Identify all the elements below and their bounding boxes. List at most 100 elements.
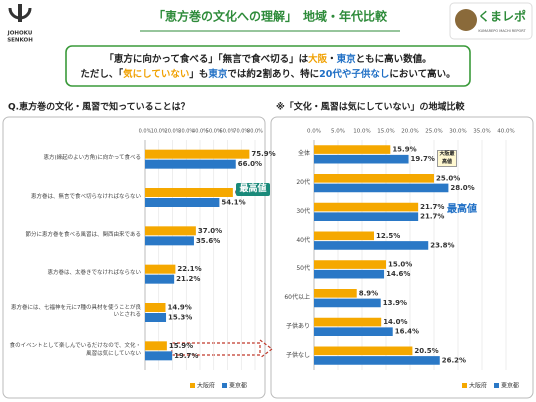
bar xyxy=(314,356,440,365)
value-label: 13.9% xyxy=(383,299,407,307)
arrow-head xyxy=(259,339,273,359)
category-label: 30代 xyxy=(296,207,310,215)
annotation-box: 最高値 xyxy=(236,183,270,196)
bar xyxy=(145,149,250,159)
annotation-box: 大阪最高値 xyxy=(437,150,457,167)
bar xyxy=(314,183,449,193)
category-label-box: 子供あり xyxy=(286,323,310,330)
legend-swatch xyxy=(494,383,499,388)
value-label: 15.9% xyxy=(169,342,193,350)
value-label: 20.5% xyxy=(414,347,438,355)
x-tick-label: 40.0% xyxy=(497,129,514,135)
logo-text: SENKOH xyxy=(7,38,33,44)
value-label: 35.6% xyxy=(196,237,220,245)
category-label-box: 30代 xyxy=(296,207,310,215)
value-label: 21.7% xyxy=(420,203,444,211)
bar xyxy=(145,351,173,361)
value-label: 14.0% xyxy=(383,318,407,326)
logo-left: JOHOKU SENKOH xyxy=(7,4,33,44)
category-label-box: 全体 xyxy=(297,150,310,158)
category-label: 恵方巻には、七福神を元に7種の具材を使うことが良いとされる xyxy=(10,305,141,319)
bar xyxy=(145,274,175,284)
bar xyxy=(314,231,374,241)
legend-swatch xyxy=(190,383,195,388)
bar xyxy=(314,260,386,269)
summary-segment: 東京 xyxy=(336,53,357,65)
x-tick-label: 25.0% xyxy=(425,129,442,135)
category-label-box: 恵方巻は、無言で食べ切らなければならない xyxy=(31,194,141,200)
summary-segment: ただし、「 xyxy=(80,68,123,80)
category-label: 60代以上 xyxy=(284,294,310,302)
value-label: 12.5% xyxy=(376,232,400,240)
x-tick-label: 10.0% xyxy=(151,129,167,135)
bar xyxy=(314,212,419,221)
bar xyxy=(314,145,391,154)
x-tick-label: 15.0% xyxy=(377,129,394,135)
bar xyxy=(145,226,196,236)
category-label-box: 恵方(縁起のよい方角)に向かって食べる xyxy=(43,155,141,162)
bar xyxy=(145,313,167,322)
summary-line: ただし、「気にしていない」も東京では約2割あり、特に20代や子供なしにおいて高い… xyxy=(80,68,455,80)
bar xyxy=(314,174,434,183)
annotation-box: 最高値 xyxy=(447,204,477,215)
category-label: 全体 xyxy=(297,150,310,158)
category-label-box: 食のイベントとして楽しんでいるだけなので、文化・風習は気にしていない xyxy=(9,343,141,357)
summary-segment: 20代や子供なし xyxy=(319,68,389,80)
value-label: 66.0% xyxy=(238,160,262,168)
category-label-box: 恵方巻は、太巻きでなければならない xyxy=(47,270,141,277)
bar xyxy=(314,298,381,308)
annotation: 最高値 xyxy=(236,183,270,196)
bar xyxy=(314,154,409,164)
value-label: 15.3% xyxy=(168,314,192,322)
annotation: 最高値 xyxy=(447,204,477,215)
bar xyxy=(314,346,413,356)
category-label-box: 節分に恵方巻を食べる風習は、関西由来である xyxy=(25,232,141,239)
category-label: 節分に恵方巻を食べる風習は、関西由来である xyxy=(25,232,141,239)
x-tick-label: 30.0% xyxy=(449,129,466,135)
summary-segment: では約2割あり、特に xyxy=(227,68,319,80)
value-label: 19.7% xyxy=(174,352,198,360)
category-label-box: 40代 xyxy=(296,237,310,244)
x-tick-label: 20.0% xyxy=(401,129,418,135)
legend-label: 東京都 xyxy=(501,382,519,390)
legend-label: 大阪府 xyxy=(469,382,487,390)
value-label: 37.0% xyxy=(198,227,222,235)
value-label: 75.9% xyxy=(251,150,275,158)
x-tick-label: 10.0% xyxy=(353,129,370,135)
x-tick-label: 50.0% xyxy=(206,129,222,135)
bar xyxy=(314,269,385,279)
bar xyxy=(145,303,166,312)
category-label: 食のイベントとして楽しんでいるだけなので、文化・風習は気にしていない xyxy=(9,343,141,357)
panel xyxy=(2,116,266,399)
value-label: 25.0% xyxy=(436,174,460,182)
x-tick-label: 0.0% xyxy=(139,129,152,135)
category-label: 子供なし xyxy=(285,351,310,359)
value-label: 16.4% xyxy=(395,328,419,336)
slide-title: 「恵方巻の文化への理解」 地域・年代比較 xyxy=(153,9,388,24)
summary-segment: ・ xyxy=(327,54,337,65)
x-tick-label: 80.0% xyxy=(247,129,263,135)
category-label-box: 恵方巻には、七福神を元に7種の具材を使うことが良いとされる xyxy=(10,305,141,319)
logo-right: くまレポ KUMAREPO MACHI REPORT xyxy=(449,2,533,40)
x-tick-label: 70.0% xyxy=(233,129,249,135)
category-label: 恵方巻は、太巻きでなければならない xyxy=(47,270,141,277)
arrow xyxy=(171,339,273,359)
x-tick-label: 20.0% xyxy=(165,129,181,135)
bar xyxy=(314,202,419,212)
bar xyxy=(314,289,357,298)
value-label: 23.8% xyxy=(430,241,454,249)
value-label: 14.6% xyxy=(386,270,410,278)
value-label: 26.2% xyxy=(442,356,466,364)
bar xyxy=(314,317,382,327)
category-label: 20代 xyxy=(296,179,310,187)
legend-swatch xyxy=(222,383,227,388)
summary-segment: ともに高い数値。 xyxy=(356,53,432,65)
chart-title: ※「文化・風習は気にしていない」の地域比較 xyxy=(276,101,465,113)
value-label: 21.2% xyxy=(176,275,200,283)
bar xyxy=(314,327,393,336)
x-tick-label: 0.0% xyxy=(307,129,321,135)
category-label: 50代 xyxy=(296,265,310,273)
category-label: 恵方(縁起のよい方角)に向かって食べる xyxy=(43,155,141,162)
value-label: 28.0% xyxy=(450,184,474,192)
